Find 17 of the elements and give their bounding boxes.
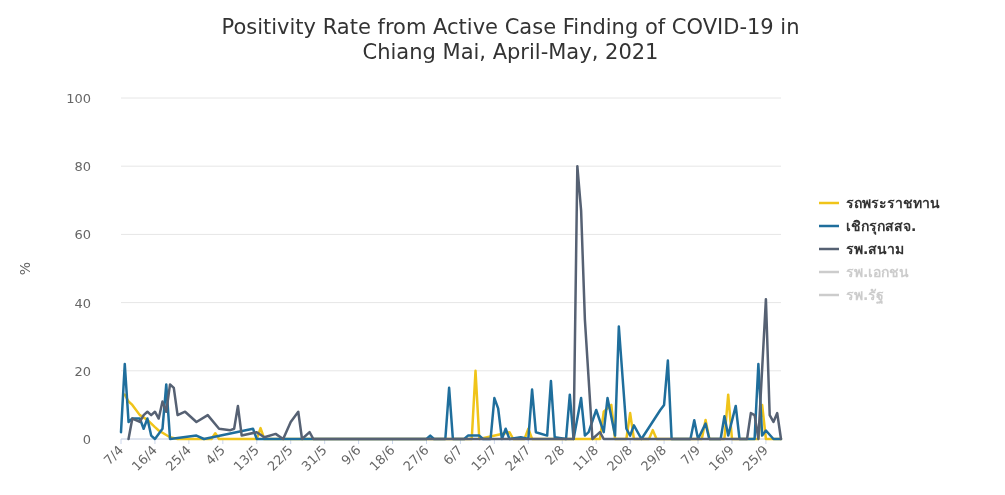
x-tick-label: 4/5 (202, 442, 228, 468)
chart-title: Positivity Rate from Active Case Finding of COVID-19 in Chiang Mai, April-May, 2021 (221, 15, 800, 64)
x-tick-label: 7/4 (100, 442, 127, 468)
y-tick-label: 80 (74, 159, 91, 175)
legend-label: รพ.สนาม (846, 241, 905, 257)
x-tick-label: 2/8 (541, 442, 568, 468)
y-tick-label: 60 (74, 227, 91, 243)
legend-label: รถพระราชทาน (846, 195, 940, 211)
y-tick-label: 100 (66, 91, 91, 106)
x-tick-label: 9/6 (338, 442, 364, 468)
y-tick-label: 20 (74, 363, 91, 379)
x-tick-label: 7/9 (677, 442, 704, 468)
y-axis-title: % (17, 261, 33, 276)
y-tick-label: 40 (74, 295, 91, 311)
x-tick-label: 6/7 (440, 442, 466, 468)
legend-label: เชิกรุกสสจ. (846, 218, 917, 235)
y-tick-label: 0 (82, 432, 91, 447)
